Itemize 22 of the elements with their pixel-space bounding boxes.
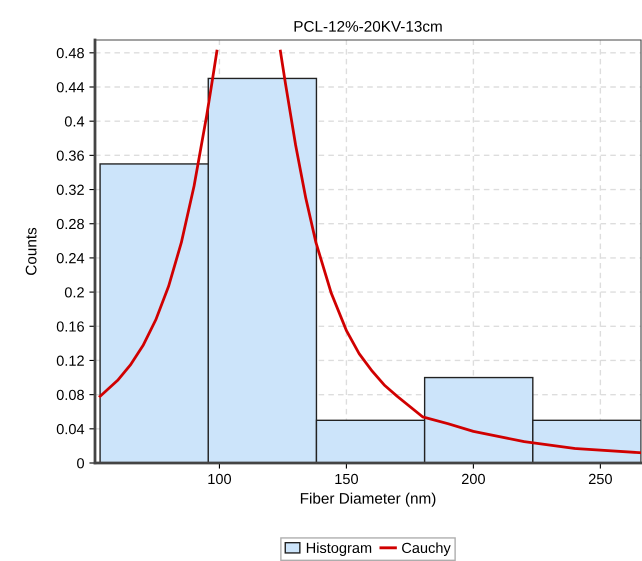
y-tick-label: 0.4	[64, 116, 84, 127]
y-tick-label: 0.36	[56, 150, 84, 161]
y-tick-label: 0.48	[56, 48, 84, 58]
x-tick-label: 200	[462, 474, 485, 484]
y-tick-label: 0.08	[56, 390, 84, 400]
y-axis-title: Counts	[26, 228, 37, 275]
y-tick-label: 0.04	[56, 424, 84, 434]
y-tick-label: 0	[77, 458, 84, 468]
x-tick-label: 250	[588, 474, 612, 484]
y-tick-label: 0.12	[56, 356, 84, 366]
y-tick-label: 0.24	[56, 253, 84, 264]
x-tick-label: 150	[335, 474, 358, 484]
x-axis-title: Fiber Diameter (nm)	[300, 492, 436, 507]
y-tick-label: 0.28	[56, 218, 84, 230]
x-tick-label: 100	[208, 474, 232, 484]
legend-label: Cauchy	[402, 542, 451, 556]
chart-title: PCL-12%-20KV-13cm	[294, 21, 442, 32]
y-tick-label: 0.32	[56, 184, 84, 195]
legend-label: Histogram	[306, 542, 372, 556]
y-tick-label: 0.2	[64, 287, 84, 298]
y-tick-label: 0.16	[56, 321, 84, 332]
y-tick-label: 0.44	[56, 82, 84, 92]
